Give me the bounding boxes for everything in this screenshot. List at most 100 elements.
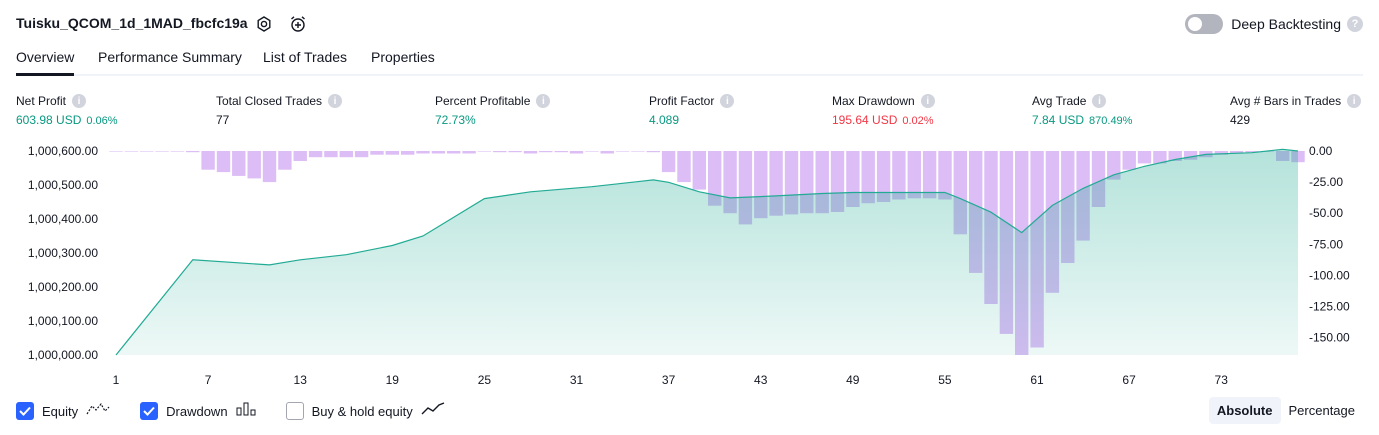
- drawdown-bar: [661, 151, 676, 173]
- tab-performance-summary[interactable]: Performance Summary: [98, 49, 242, 65]
- stat-label: Max Drawdown: [832, 94, 915, 108]
- info-icon[interactable]: i: [920, 94, 935, 108]
- x-axis-tick-label: 19: [386, 373, 400, 387]
- right-axis-tick-label: -100.00: [1309, 268, 1350, 282]
- x-axis-tick-label: 13: [294, 373, 308, 387]
- toggle-knob: [1188, 17, 1203, 31]
- left-axis-tick-label: 1,000,600.00: [28, 144, 98, 158]
- drawdown-checkbox[interactable]: [140, 402, 159, 420]
- x-axis-tick-label: 37: [662, 373, 676, 387]
- right-axis-tick-label: -75.00: [1309, 237, 1343, 251]
- info-icon[interactable]: i: [72, 94, 87, 108]
- equity-checkbox[interactable]: [16, 402, 34, 420]
- tab-list-of-trades[interactable]: List of Trades: [263, 49, 348, 65]
- stat-value: 77: [216, 113, 230, 127]
- percentage-button[interactable]: Percentage: [1288, 403, 1356, 418]
- x-axis-tick-label: 1: [113, 373, 120, 387]
- right-axis: 0.00 -25.00 -50.00 -75.00 -100.00 -125.00 -150…: [1309, 144, 1350, 345]
- drawdown-bar: [1168, 151, 1182, 161]
- absolute-button[interactable]: Absolute: [1208, 397, 1281, 424]
- x-axis-tick-label: 31: [570, 373, 584, 387]
- drawdown-bar: [585, 151, 599, 152]
- drawdown-bar: [308, 151, 323, 158]
- tab-overview[interactable]: Overview: [16, 49, 75, 76]
- drawdown-bar: [416, 151, 430, 154]
- bar-chart-icon: [236, 402, 256, 421]
- x-axis: 1 7 13 19 25 31 37 43 49 55 61 67 73: [113, 373, 1229, 387]
- drawdown-bar: [523, 151, 538, 154]
- right-axis-tick-label: -50.00: [1309, 206, 1343, 220]
- drawdown-bar: [907, 151, 921, 199]
- right-axis-tick-label: -150.00: [1309, 331, 1350, 345]
- drawdown-bar: [1229, 151, 1244, 154]
- stat-value: 7.84 USD: [1032, 113, 1085, 127]
- left-axis-tick-label: 1,000,400.00: [28, 212, 98, 226]
- drawdown-bar: [876, 151, 891, 202]
- drawdown-bar: [708, 151, 722, 206]
- right-axis-tick-label: 0.00: [1309, 144, 1333, 158]
- info-icon[interactable]: i: [328, 94, 343, 108]
- tab-properties[interactable]: Properties: [371, 49, 435, 65]
- info-icon[interactable]: i: [1092, 94, 1107, 108]
- drawdown-bar: [293, 151, 307, 161]
- legend-drawdown[interactable]: Drawdown: [140, 402, 256, 421]
- x-axis-tick-label: 43: [754, 373, 768, 387]
- drawdown-bar: [477, 151, 492, 152]
- stat-label: Percent Profitable: [435, 94, 531, 108]
- equity-drawdown-chart[interactable]: 1,000,000.00 1,000,100.00 1,000,200.00 1,00…: [0, 140, 1379, 392]
- drawdown-bar: [201, 151, 215, 170]
- equity-area: [116, 149, 1298, 355]
- left-axis-tick-label: 1,000,100.00: [28, 314, 98, 328]
- stat-label: Avg Trade: [1032, 94, 1087, 108]
- info-icon[interactable]: i: [1347, 94, 1362, 108]
- drawdown-bar: [140, 151, 154, 152]
- equity-line-icon: [86, 402, 110, 421]
- info-icon[interactable]: i: [536, 94, 551, 108]
- drawdown-bar: [324, 151, 338, 158]
- help-icon[interactable]: ?: [1347, 16, 1363, 32]
- alarm-clock-icon[interactable]: [288, 14, 308, 34]
- stat-profit-factor: Profit Factor i 4.089: [649, 94, 735, 127]
- drawdown-bar: [1153, 151, 1167, 164]
- equity-series: [115, 148, 1299, 356]
- drawdown-bar: [170, 151, 185, 152]
- trend-line-icon: [421, 401, 445, 421]
- drawdown-bar: [646, 151, 660, 153]
- legend-equity[interactable]: Equity: [16, 402, 110, 421]
- strategy-header: Tuisku_QCOM_1d_1MAD_fbcfc19a Deep Backte…: [16, 12, 1363, 36]
- stat-percent-profitable: Percent Profitable i 72.73%: [435, 94, 551, 127]
- drawdown-bar: [600, 151, 614, 154]
- stat-label: Net Profit: [16, 94, 67, 108]
- stat-avg-bars: Avg # Bars in Trades i 429: [1230, 94, 1362, 127]
- drawdown-bar: [124, 151, 139, 152]
- deep-backtesting-label: Deep Backtesting: [1231, 16, 1341, 32]
- drawdown-bar: [1137, 151, 1152, 164]
- drawdown-bar: [232, 151, 246, 176]
- settings-icon[interactable]: [254, 14, 274, 34]
- stat-percent: 0.06%: [86, 115, 118, 127]
- drawdown-bar: [1107, 151, 1121, 180]
- equity-line: [115, 148, 1299, 356]
- legend-buy-hold[interactable]: Buy & hold equity: [285, 401, 445, 421]
- stat-net-profit: Net Profit i 603.98 USD 0.06%: [16, 94, 118, 127]
- value-mode-switch: Absolute Percentage: [1208, 397, 1363, 424]
- left-axis-tick-label: 1,000,000.00: [28, 348, 98, 362]
- stat-avg-trade: Avg Trade i 7.84 USD 870.49%: [1032, 94, 1132, 127]
- drawdown-bar: [385, 151, 399, 155]
- report-tabs: Overview Performance Summary List of Tra…: [16, 46, 1363, 76]
- drawdown-bar: [692, 151, 706, 190]
- drawdown-bar: [354, 151, 369, 158]
- info-icon[interactable]: i: [720, 94, 735, 108]
- buy-hold-checkbox[interactable]: [285, 402, 304, 420]
- drawdown-bar: [370, 151, 384, 155]
- drawdown-bar: [569, 151, 584, 154]
- stat-total-closed-trades: Total Closed Trades i 77: [216, 94, 343, 127]
- drawdown-bar: [508, 151, 522, 153]
- drawdown-bar: [278, 151, 292, 170]
- strategy-title: Tuisku_QCOM_1d_1MAD_fbcfc19a: [16, 15, 248, 31]
- x-axis-tick-label: 73: [1215, 373, 1229, 387]
- stat-value: 4.089: [649, 113, 680, 127]
- deep-backtesting-toggle[interactable]: [1185, 14, 1224, 34]
- drawdown-bar: [431, 151, 446, 154]
- x-axis-tick-label: 7: [205, 373, 212, 387]
